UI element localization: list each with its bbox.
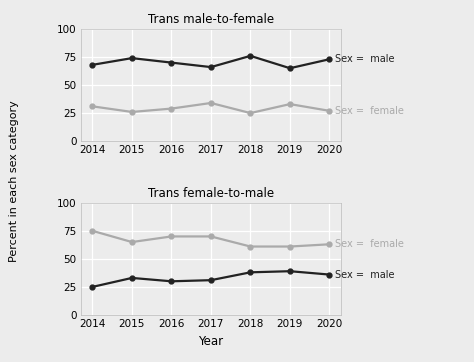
- Text: Percent in each sex category: Percent in each sex category: [9, 100, 19, 262]
- X-axis label: Year: Year: [198, 334, 224, 348]
- Text: Sex =  female: Sex = female: [335, 106, 404, 116]
- Title: Trans male-to-female: Trans male-to-female: [148, 13, 274, 26]
- Title: Trans female-to-male: Trans female-to-male: [148, 187, 274, 200]
- Text: Sex =  male: Sex = male: [335, 270, 394, 279]
- Text: Sex =  male: Sex = male: [335, 54, 394, 64]
- Text: Sex =  female: Sex = female: [335, 239, 404, 249]
